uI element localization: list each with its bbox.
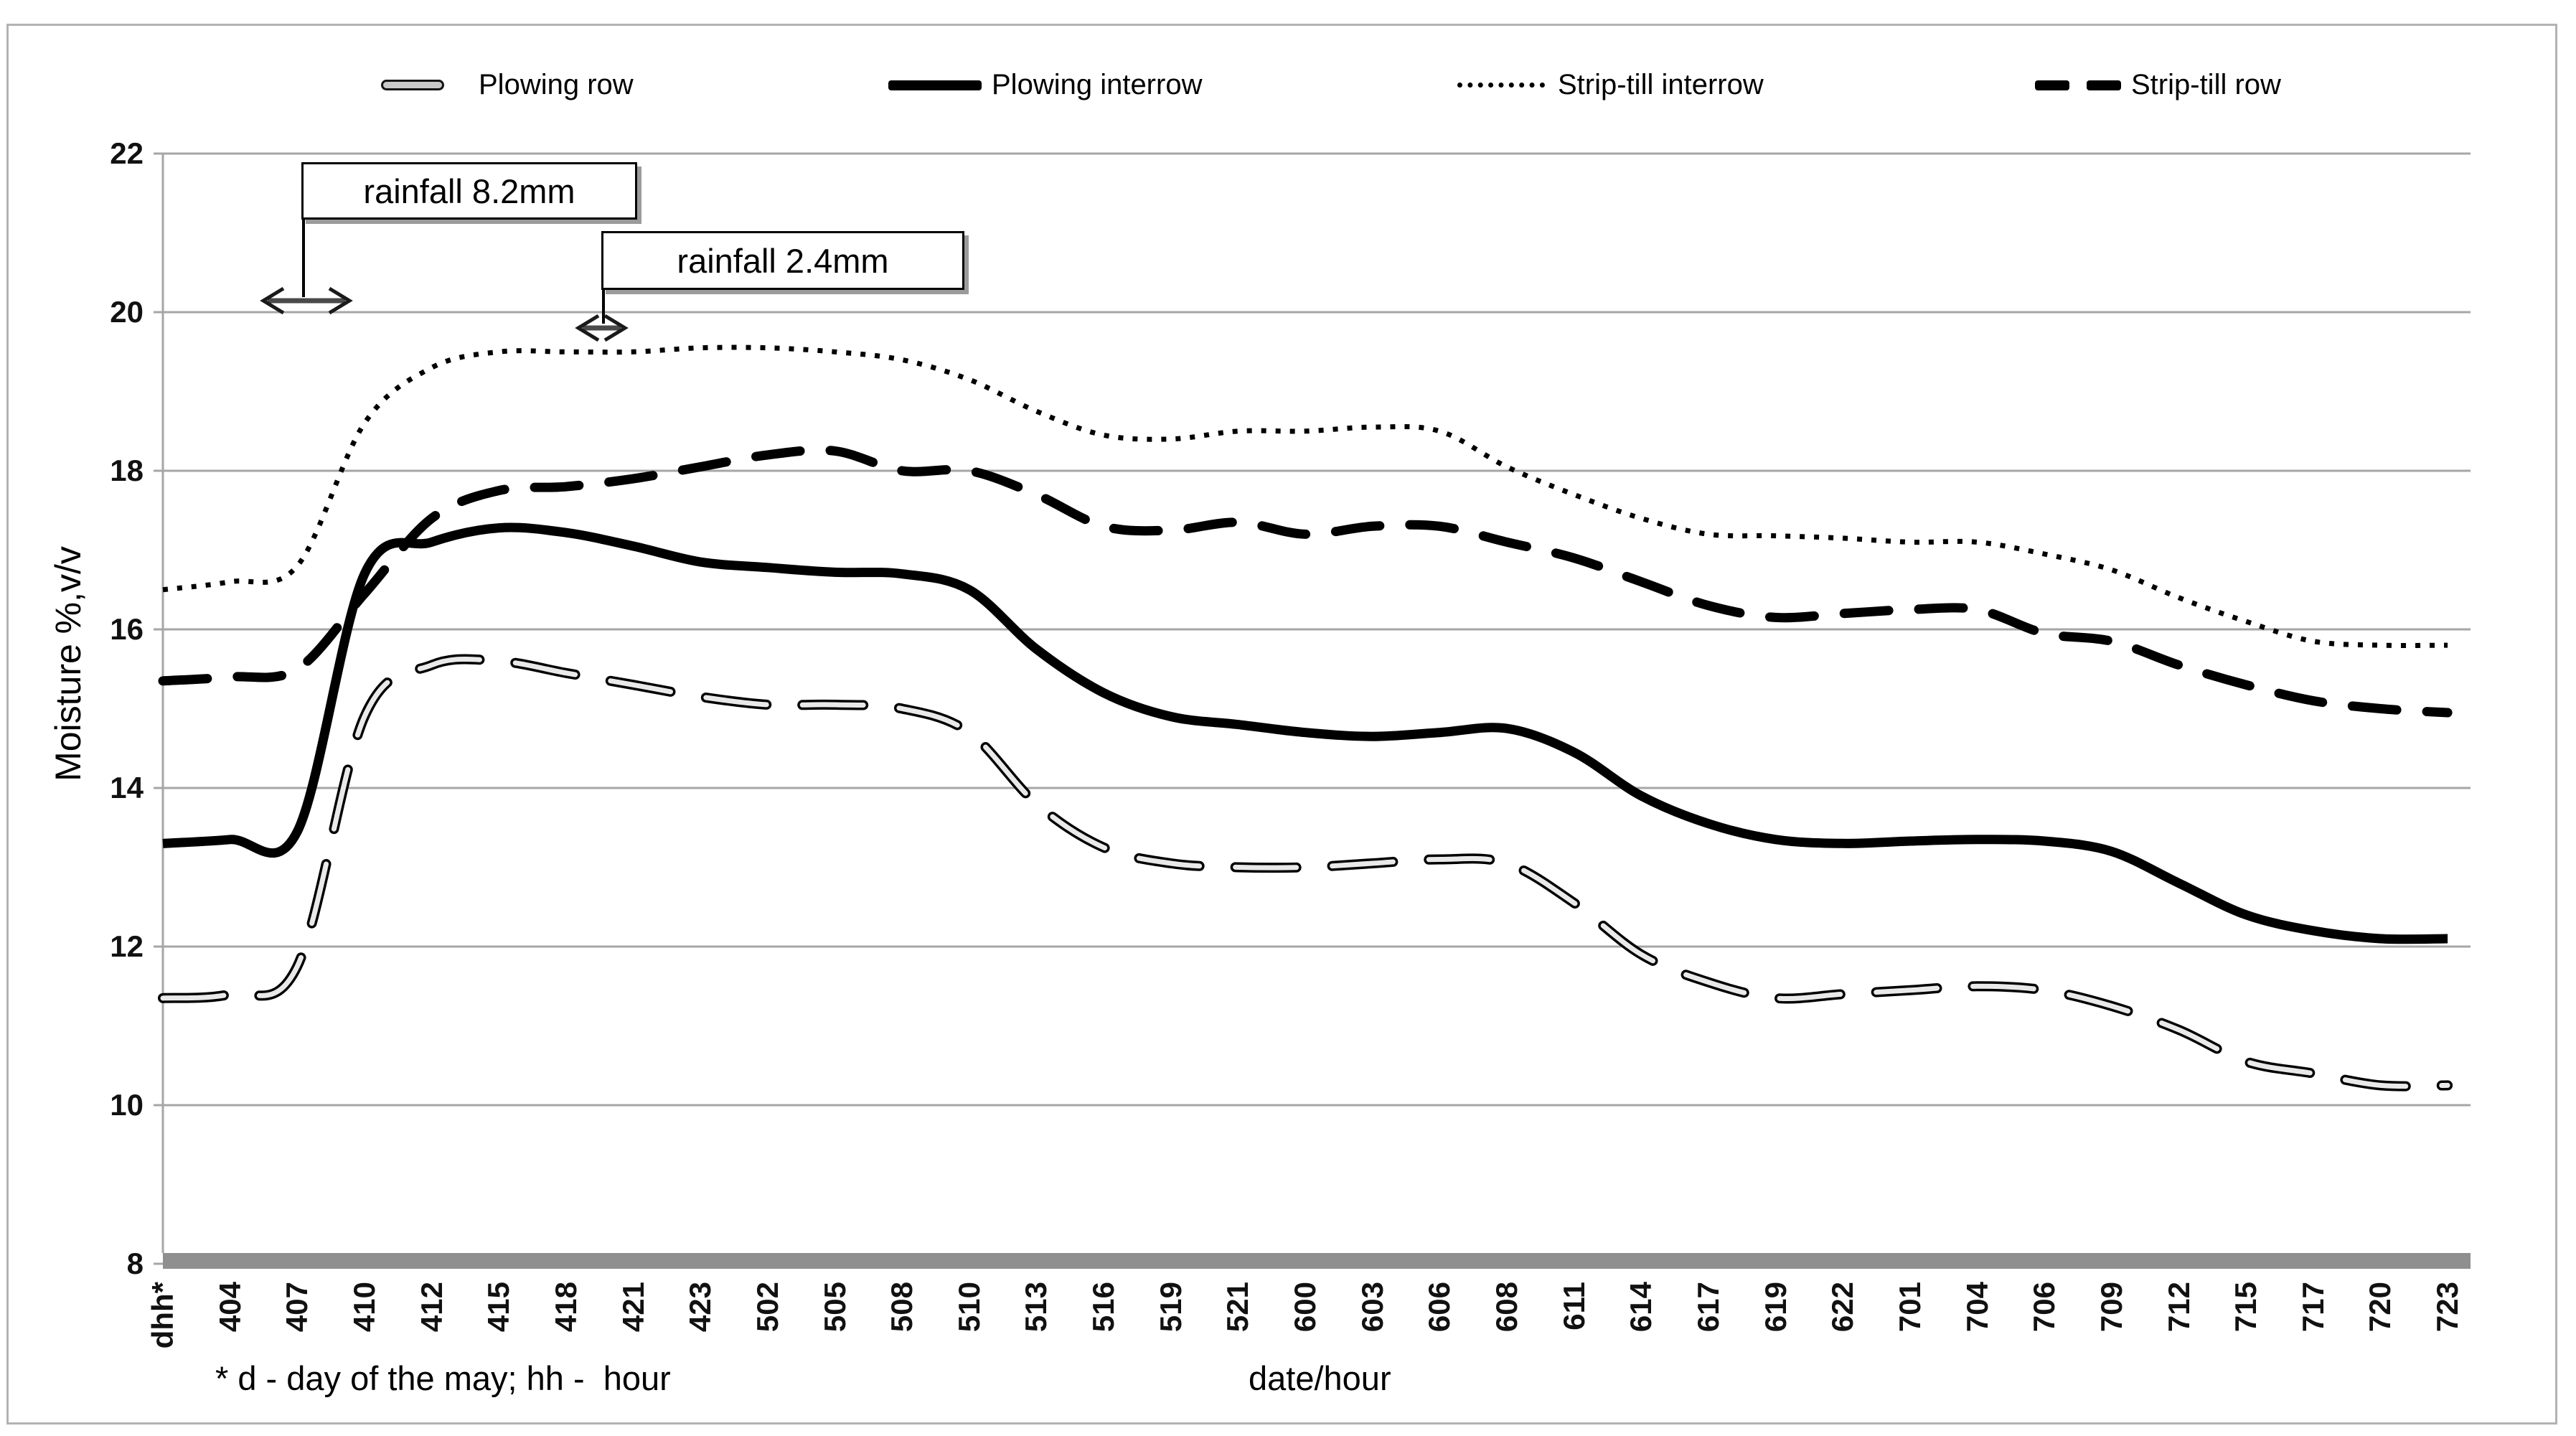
x-tick-label-619: 619 bbox=[1758, 1282, 1792, 1333]
x-tick-label-717: 717 bbox=[2295, 1282, 2330, 1333]
x-tick-label-611: 611 bbox=[1556, 1282, 1591, 1331]
x-tick-label-712: 712 bbox=[2161, 1282, 2196, 1333]
x-tick-label-519: 519 bbox=[1153, 1282, 1188, 1333]
x-tick-label-508: 508 bbox=[885, 1282, 919, 1333]
strip-till-row-line-sample-icon bbox=[2035, 80, 2121, 90]
plowing-row-line-sample-icon bbox=[381, 80, 444, 90]
chart-border bbox=[6, 24, 2557, 1425]
x-tick-label-513: 513 bbox=[1019, 1282, 1053, 1333]
x-tick-label-dhh: dhh* bbox=[146, 1282, 179, 1349]
x-axis-bar bbox=[163, 1253, 2471, 1269]
x-tick-label-704: 704 bbox=[1960, 1282, 1994, 1333]
y-tick-label-8: 8 bbox=[126, 1247, 144, 1280]
legend-item-strip-till-interrow: Strip-till interrow bbox=[1457, 69, 1764, 101]
series-plowing-row-outline bbox=[158, 654, 2453, 1092]
series-plowing-interrow bbox=[162, 522, 2448, 944]
y-tick-label-20: 20 bbox=[110, 295, 144, 329]
x-tick-label-516: 516 bbox=[1086, 1282, 1121, 1333]
legend-label: Plowing row bbox=[479, 69, 634, 100]
strip-till-interrow-line-sample-icon bbox=[1457, 83, 1545, 88]
x-tick-label-510: 510 bbox=[951, 1282, 986, 1333]
x-tick-label-701: 701 bbox=[1892, 1282, 1927, 1333]
legend-item-plowing-interrow: Plowing interrow bbox=[888, 69, 1202, 101]
x-tick-label-603: 603 bbox=[1355, 1282, 1389, 1333]
x-tick-label-608: 608 bbox=[1490, 1282, 1523, 1333]
x-tick-label-614: 614 bbox=[1624, 1282, 1658, 1333]
x-tick-label-502: 502 bbox=[750, 1282, 784, 1333]
x-tick-label-706: 706 bbox=[2027, 1282, 2062, 1333]
x-tick-label-415: 415 bbox=[481, 1282, 516, 1333]
series-strip-till-row bbox=[158, 445, 2453, 718]
legend-item-strip-till-row: Strip-till row bbox=[2035, 69, 2281, 101]
legend-label: Strip-till interrow bbox=[1558, 69, 1764, 100]
x-tick-label-606: 606 bbox=[1422, 1282, 1457, 1333]
y-tick-label-16: 16 bbox=[110, 612, 144, 646]
plowing-interrow-line-sample-icon bbox=[888, 80, 982, 90]
rainfall-arrow-2-right-head bbox=[603, 314, 629, 342]
x-tick-label-421: 421 bbox=[616, 1282, 650, 1333]
legend-item-plowing-row: Plowing row bbox=[381, 69, 634, 101]
x-tick-label-709: 709 bbox=[2094, 1282, 2128, 1333]
x-tick-label-617: 617 bbox=[1691, 1282, 1725, 1333]
legend-label: Plowing interrow bbox=[992, 69, 1203, 100]
y-tick-label-14: 14 bbox=[110, 771, 144, 804]
y-tick-label-18: 18 bbox=[110, 454, 144, 487]
x-tick-label-412: 412 bbox=[414, 1282, 448, 1333]
x-tick-label-404: 404 bbox=[212, 1282, 247, 1333]
rainfall-arrow-2-left-head bbox=[575, 314, 600, 342]
y-tick-label-22: 22 bbox=[110, 136, 144, 170]
x-tick-label-418: 418 bbox=[548, 1282, 583, 1333]
x-tick-label-720: 720 bbox=[2363, 1282, 2397, 1333]
series-strip-till-interrow bbox=[162, 344, 2448, 648]
y-axis-title: Moisture %,v/v bbox=[48, 546, 88, 782]
x-axis-title: date/hour bbox=[1249, 1359, 1391, 1397]
y-tick-label-10: 10 bbox=[110, 1088, 144, 1122]
x-tick-label-622: 622 bbox=[1825, 1282, 1860, 1333]
rainfall-annotation-box-2: rainfall 2.4mm bbox=[601, 231, 964, 290]
footnote: * d - day of the may; hh - hour bbox=[215, 1359, 671, 1397]
legend-label: Strip-till row bbox=[2131, 69, 2281, 100]
series-plowing-row-fill bbox=[160, 656, 2450, 1089]
rainfall-arrow-1-right-head bbox=[328, 286, 353, 315]
x-tick-label-505: 505 bbox=[817, 1282, 852, 1333]
x-tick-label-423: 423 bbox=[683, 1282, 718, 1333]
x-tick-label-600: 600 bbox=[1288, 1282, 1322, 1333]
x-tick-label-410: 410 bbox=[347, 1282, 381, 1333]
y-tick-label-12: 12 bbox=[110, 929, 144, 963]
rainfall-arrow-1-left-head bbox=[260, 286, 285, 315]
x-tick-label-723: 723 bbox=[2430, 1282, 2465, 1333]
x-tick-label-521: 521 bbox=[1221, 1282, 1255, 1333]
x-tick-label-715: 715 bbox=[2229, 1282, 2263, 1333]
rainfall-annotation-box-1: rainfall 8.2mm bbox=[301, 162, 637, 220]
x-tick-label-407: 407 bbox=[280, 1282, 314, 1333]
